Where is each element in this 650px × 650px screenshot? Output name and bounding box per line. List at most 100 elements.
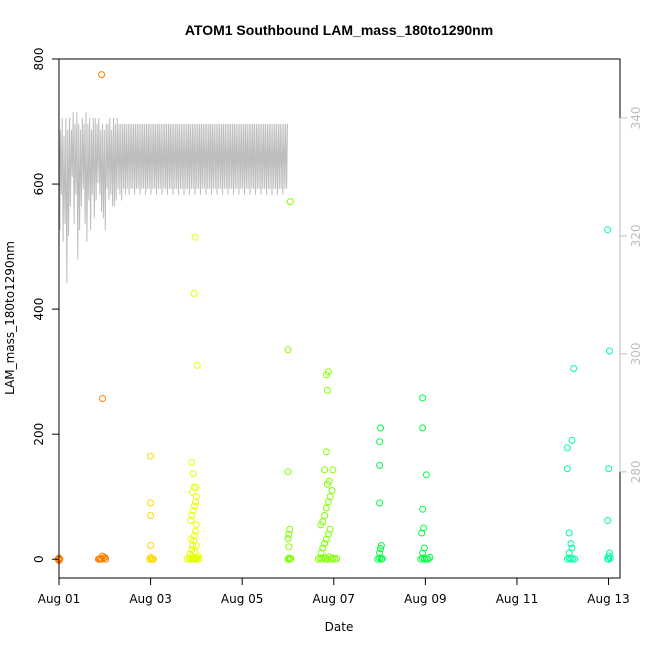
y-tick-label: 400 — [32, 298, 46, 321]
data-point — [333, 555, 340, 563]
data-point — [95, 555, 103, 563]
data-point — [321, 512, 329, 519]
x-axis: Aug 01 Aug 03 Aug 05 Aug 07 Aug 09 Aug 11 Aug … — [38, 577, 630, 606]
data-point — [378, 555, 386, 563]
data-point — [192, 483, 200, 491]
data-point — [286, 525, 294, 533]
data-point — [376, 554, 384, 562]
data-point — [571, 555, 579, 563]
data-point — [322, 448, 330, 456]
data-point — [192, 554, 200, 562]
y-right-tick-label: 300 — [629, 342, 643, 365]
data-point — [568, 436, 576, 444]
data-point — [147, 452, 155, 460]
x-tick-label: Aug 07 — [313, 592, 356, 606]
data-point — [328, 487, 336, 494]
data-point — [147, 553, 155, 561]
data-point — [324, 368, 332, 376]
data-point — [319, 544, 327, 552]
data-point — [376, 438, 384, 446]
data-point — [326, 525, 334, 533]
data-point — [421, 544, 428, 552]
data-point — [605, 552, 613, 560]
data-point — [563, 465, 571, 473]
data-point — [190, 290, 198, 297]
data-point — [191, 502, 199, 510]
y-right-tick-label: 340 — [629, 107, 643, 130]
data-point — [376, 549, 384, 557]
data-point — [419, 424, 427, 432]
data-point — [422, 471, 430, 479]
data-point — [326, 493, 334, 501]
y-axis-left: 0 200 400 600 800 — [32, 48, 60, 563]
x-tick-label: Aug 01 — [38, 592, 81, 606]
y-tick-label: 0 — [32, 555, 46, 563]
data-point — [419, 505, 427, 513]
data-point — [563, 444, 571, 452]
data-point — [321, 466, 329, 474]
data-point — [187, 535, 195, 543]
data-point — [321, 540, 329, 548]
data-point — [604, 517, 612, 524]
x-tick-label: Aug 11 — [496, 592, 539, 606]
series-2 — [146, 452, 157, 563]
data-point — [191, 532, 199, 539]
data-point — [419, 394, 427, 402]
data-point — [195, 555, 203, 563]
data-point — [325, 477, 333, 485]
y-tick-label: 600 — [32, 173, 46, 196]
data-point — [377, 542, 385, 549]
data-point — [565, 529, 573, 537]
data-point — [191, 233, 199, 241]
data-point — [605, 465, 613, 473]
series-5 — [374, 394, 434, 563]
data-point — [189, 542, 197, 549]
data-point — [98, 71, 106, 79]
line-series — [58, 112, 288, 284]
data-point — [99, 395, 106, 402]
data-point — [374, 555, 382, 563]
data-point — [376, 499, 384, 507]
data-point — [319, 518, 327, 526]
x-tick-label: Aug 09 — [404, 592, 447, 606]
data-point — [606, 347, 613, 355]
data-point — [147, 499, 155, 507]
y-axis-right: 280 300 320 340 — [619, 107, 643, 483]
data-point — [322, 504, 330, 512]
y-tick-label: 800 — [32, 48, 46, 71]
data-point — [426, 553, 434, 561]
data-point — [192, 498, 199, 506]
data-point — [606, 549, 613, 557]
data-point — [192, 493, 200, 501]
data-point — [192, 542, 200, 549]
data-point — [193, 361, 201, 369]
data-point — [284, 468, 292, 476]
data-point — [188, 512, 196, 519]
data-point — [192, 521, 200, 529]
data-point — [329, 554, 337, 562]
data-point — [424, 555, 432, 563]
y-right-tick-label: 320 — [629, 224, 643, 247]
chart-title: ATOM1 Southbound LAM_mass_180to1290nm — [185, 22, 493, 38]
data-point — [567, 540, 575, 548]
data-point — [568, 544, 576, 552]
data-point — [285, 543, 293, 551]
data-point — [189, 507, 197, 514]
x-tick-label: Aug 05 — [221, 592, 264, 606]
data-point — [287, 555, 295, 563]
data-point — [323, 386, 331, 394]
y-tick-label: 200 — [32, 423, 46, 446]
data-point — [284, 535, 292, 543]
data-point — [192, 527, 199, 535]
data-point — [188, 458, 196, 466]
x-tick-label: Aug 03 — [129, 592, 172, 606]
data-point — [187, 517, 195, 524]
data-point — [285, 530, 293, 538]
data-point — [148, 555, 156, 563]
x-tick-label: Aug 13 — [587, 592, 630, 606]
data-point — [377, 424, 384, 432]
plot-area — [54, 71, 614, 564]
data-point — [147, 512, 155, 519]
data-point — [284, 346, 292, 354]
